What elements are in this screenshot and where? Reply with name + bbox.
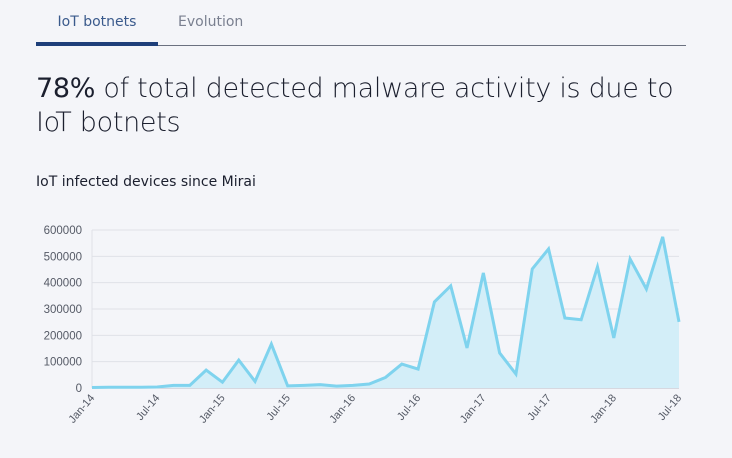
y-tick-label: 100000 — [44, 357, 82, 369]
area-fill — [92, 236, 679, 388]
y-tick-label: 500000 — [44, 251, 82, 263]
y-tick-label: 200000 — [44, 330, 82, 342]
active-tab-indicator — [36, 42, 158, 46]
headline-percentage: 78% — [36, 73, 96, 104]
x-tick-label: Jul-15 — [265, 392, 293, 423]
y-tick-label: 400000 — [44, 278, 82, 290]
y-tick-label: 600000 — [44, 225, 82, 237]
y-tick-label: 300000 — [44, 304, 82, 316]
page-headline: 78% of total detected malware activity i… — [36, 72, 696, 140]
x-tick-label: Jan-17 — [458, 392, 489, 425]
x-tick-label: Jul-16 — [395, 392, 423, 423]
x-tick-label: Jan-15 — [197, 392, 228, 425]
x-tick-label: Jan-18 — [588, 392, 619, 425]
tab-bar: IoT botnets Evolution — [36, 0, 686, 46]
x-tick-label: Jul-14 — [134, 392, 162, 423]
x-tick-label: Jan-14 — [66, 392, 97, 425]
x-tick-label: Jan-16 — [327, 392, 358, 425]
tab-evolution[interactable]: Evolution — [178, 14, 244, 30]
x-tick-label: Jul-18 — [656, 392, 684, 423]
chart-title: IoT infected devices since Mirai — [36, 174, 256, 190]
headline-text: of total detected malware activity is du… — [36, 73, 674, 138]
x-tick-label: Jul-17 — [525, 392, 553, 423]
y-tick-label: 0 — [76, 383, 82, 395]
tab-iot-botnets[interactable]: IoT botnets — [57, 14, 137, 30]
